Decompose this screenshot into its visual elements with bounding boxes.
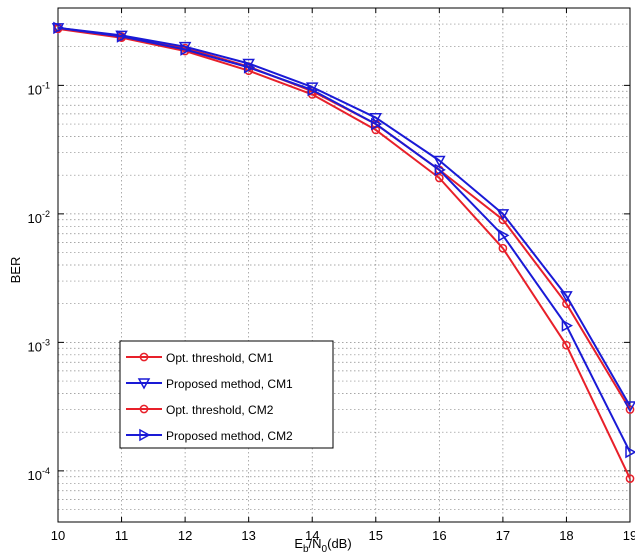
x-tick-label: 11 xyxy=(115,528,129,543)
y-tick-label: 10-3 xyxy=(28,337,50,354)
legend-label: Opt. threshold, CM1 xyxy=(166,351,274,365)
legend-marker xyxy=(139,404,149,414)
data-point-marker xyxy=(180,43,192,56)
series-line xyxy=(57,26,631,453)
legend-box xyxy=(119,340,334,449)
data-point-marker xyxy=(625,445,635,459)
data-point-marker xyxy=(498,243,508,253)
x-axis-label: Eb/N0(dB) xyxy=(294,536,351,554)
data-point-marker xyxy=(561,319,573,332)
legend-label: Proposed method, CM2 xyxy=(166,429,293,443)
data-point-marker xyxy=(434,163,446,177)
y-tick-label: 10-1 xyxy=(28,80,50,97)
data-point-marker xyxy=(433,155,446,168)
data-point-marker xyxy=(369,112,383,125)
x-tick-label: 19 xyxy=(623,528,635,543)
legend-marker xyxy=(139,352,149,362)
series-layer xyxy=(51,21,635,483)
x-tick-label: 15 xyxy=(369,528,383,543)
data-point-marker xyxy=(116,30,129,43)
x-tick-labels: 10 11 12 13 14 15 16 17 18 19 xyxy=(51,528,635,543)
data-point-marker xyxy=(496,209,510,221)
y-axis-label: BER xyxy=(8,257,23,284)
x-tick-label: 12 xyxy=(178,528,192,543)
legend: Opt. threshold, CM1 Proposed method, CM1… xyxy=(119,340,334,449)
data-point-marker xyxy=(178,41,192,54)
data-point-marker xyxy=(371,117,383,131)
y-tick-labels: 10-1 10-2 10-3 10-4 xyxy=(28,80,50,483)
data-point-marker xyxy=(623,401,635,413)
axis-ticks xyxy=(57,8,631,522)
legend-marker xyxy=(137,378,151,390)
x-tick-label: 16 xyxy=(432,528,446,543)
series-line xyxy=(57,27,631,480)
series-4 xyxy=(53,21,635,459)
data-point-marker xyxy=(305,82,319,94)
x-tick-label: 13 xyxy=(241,528,255,543)
data-point-marker xyxy=(243,61,256,74)
x-tick-label: 17 xyxy=(496,528,510,543)
data-point-marker xyxy=(498,229,510,242)
legend-label: Opt. threshold, CM2 xyxy=(166,403,274,417)
y-tick-label: 10-2 xyxy=(28,209,50,226)
x-tick-label: 10 xyxy=(51,528,65,543)
y-tick-label: 10-4 xyxy=(28,466,50,483)
legend-symbols xyxy=(126,352,162,442)
legend-label: Proposed method, CM1 xyxy=(166,377,293,391)
data-point-marker xyxy=(434,173,444,183)
data-point-marker xyxy=(625,474,635,483)
data-point-marker xyxy=(562,340,571,350)
legend-marker xyxy=(139,428,151,442)
data-point-marker xyxy=(307,83,319,97)
series-line xyxy=(57,26,631,407)
data-point-marker xyxy=(560,291,573,303)
data-point-marker xyxy=(53,21,65,35)
plot-frame xyxy=(57,7,631,523)
x-tick-label: 14 xyxy=(305,528,319,543)
x-tick-label: 18 xyxy=(559,528,573,543)
